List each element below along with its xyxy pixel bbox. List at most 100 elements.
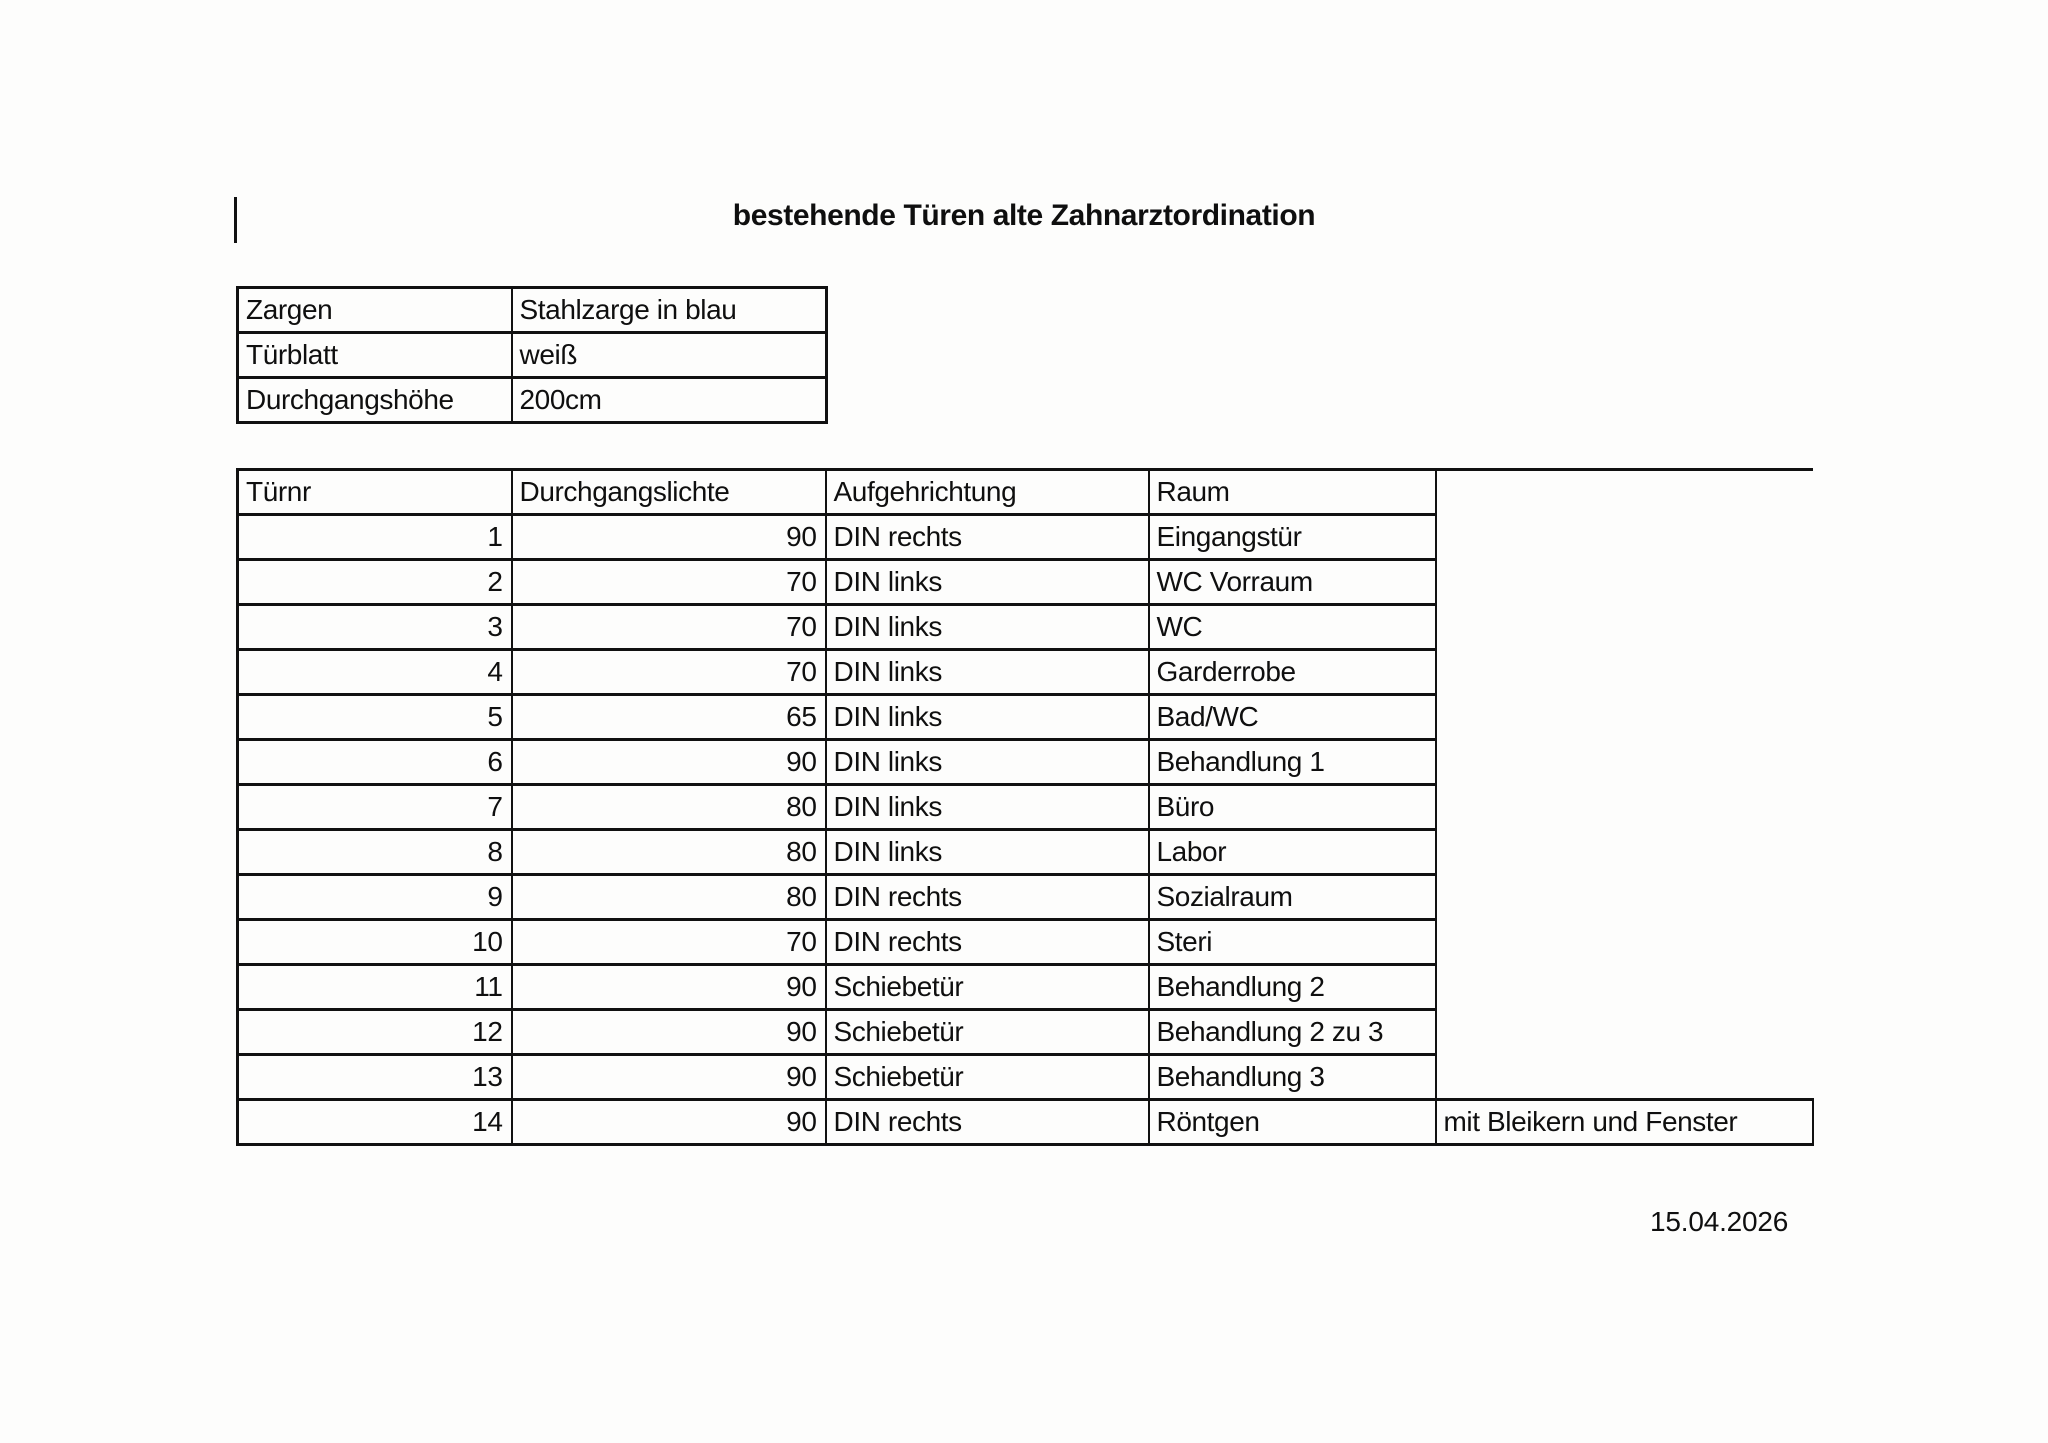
opening-direction-cell: DIN links	[824, 648, 1150, 696]
doors-table-row: 13 90 Schiebetür Behandlung 3	[236, 1053, 1813, 1101]
doors-table-row: 6 90 DIN links Behandlung 1	[236, 738, 1813, 786]
spec-value-cell: weiß	[510, 331, 828, 379]
doors-header-cell: Aufgehrichtung	[824, 468, 1150, 516]
doors-table-row: 12 90 Schiebetür Behandlung 2 zu 3	[236, 1008, 1813, 1056]
room-cell: Behandlung 2	[1147, 963, 1437, 1011]
door-number-cell: 7	[236, 783, 513, 831]
spec-label-cell: Zargen	[236, 286, 513, 334]
clearance-width-cell: 90	[510, 1053, 827, 1101]
document-date: 15.04.2026	[1650, 1206, 1789, 1237]
spacer-cell	[1436, 515, 1813, 560]
room-cell: Labor	[1147, 828, 1437, 876]
doors-table-body: 1 90 DIN rechts Eingangstür 2 70 DIN links WC V…	[236, 513, 1814, 1146]
room-cell: Behandlung 3	[1147, 1053, 1437, 1101]
spacer-cell	[1436, 695, 1813, 740]
spec-label-cell: Türblatt	[236, 331, 513, 379]
spacer-cell	[1436, 1010, 1813, 1055]
spec-value-cell: Stahlzarge in blau	[510, 286, 828, 334]
room-cell: Bad/WC	[1147, 693, 1437, 741]
clearance-width-cell: 70	[510, 558, 827, 606]
spec-value-cell: 200cm	[510, 376, 828, 424]
door-number-cell: 13	[236, 1053, 513, 1101]
spacer-cell	[1436, 470, 1813, 515]
clearance-width-cell: 90	[510, 1098, 827, 1146]
clearance-width-cell: 80	[510, 873, 827, 921]
door-number-cell: 9	[236, 873, 513, 921]
doors-table-row: 10 70 DIN rechts Steri	[236, 918, 1813, 966]
room-cell: Büro	[1147, 783, 1437, 831]
doors-table-row: 7 80 DIN links Büro	[236, 783, 1813, 831]
opening-direction-cell: DIN links	[824, 783, 1150, 831]
door-number-cell: 6	[236, 738, 513, 786]
spacer-cell	[1436, 920, 1813, 965]
doors-table-row: 9 80 DIN rechts Sozialraum	[236, 873, 1813, 921]
spacer-cell	[1436, 740, 1813, 785]
doors-table: Türnr Durchgangslichte Aufgehrichtung Raum …	[236, 468, 1814, 1146]
room-cell: WC	[1147, 603, 1437, 651]
door-number-cell: 1	[236, 513, 513, 561]
opening-direction-cell: Schiebetür	[824, 963, 1150, 1011]
opening-direction-cell: DIN links	[824, 738, 1150, 786]
opening-direction-cell: DIN links	[824, 603, 1150, 651]
room-cell: Steri	[1147, 918, 1437, 966]
spacer-cell	[1436, 650, 1813, 695]
spec-table-row: Türblatt weiß	[236, 331, 828, 379]
doors-table-row: 8 80 DIN links Labor	[236, 828, 1813, 876]
doors-table-row: 2 70 DIN links WC Vorraum	[236, 558, 1813, 606]
clearance-width-cell: 90	[510, 1008, 827, 1056]
doors-table-row: 14 90 DIN rechts Röntgen mit Bleikern und Fe…	[236, 1098, 1814, 1146]
clearance-width-cell: 70	[510, 918, 827, 966]
doors-table-row: 4 70 DIN links Garderrobe	[236, 648, 1813, 696]
spacer-cell	[1436, 785, 1813, 830]
opening-direction-cell: Schiebetür	[824, 1008, 1150, 1056]
door-number-cell: 5	[236, 693, 513, 741]
door-number-cell: 10	[236, 918, 513, 966]
clearance-width-cell: 90	[510, 963, 827, 1011]
room-cell: Garderrobe	[1147, 648, 1437, 696]
door-number-cell: 8	[236, 828, 513, 876]
clearance-width-cell: 65	[510, 693, 827, 741]
spacer-cell	[1436, 830, 1813, 875]
clearance-width-cell: 80	[510, 828, 827, 876]
spacer-cell	[1436, 965, 1813, 1010]
doors-table-header-row: Türnr Durchgangslichte Aufgehrichtung Raum	[236, 468, 1813, 516]
spacer-cell	[1436, 605, 1813, 650]
doors-header-cell: Durchgangslichte	[510, 468, 827, 516]
spacer-cell	[1436, 560, 1813, 605]
room-cell: Röntgen	[1147, 1098, 1437, 1146]
clearance-width-cell: 70	[510, 603, 827, 651]
spec-table: Zargen Stahlzarge in blau Türblatt weiß Durc…	[236, 286, 828, 424]
door-number-cell: 3	[236, 603, 513, 651]
clearance-width-cell: 90	[510, 513, 827, 561]
room-cell: Eingangstür	[1147, 513, 1437, 561]
room-cell: Behandlung 1	[1147, 738, 1437, 786]
door-number-cell: 2	[236, 558, 513, 606]
room-cell: Sozialraum	[1147, 873, 1437, 921]
opening-direction-cell: DIN links	[824, 828, 1150, 876]
opening-direction-cell: DIN rechts	[824, 918, 1150, 966]
spec-table-row: Durchgangshöhe 200cm	[236, 376, 828, 424]
clearance-width-cell: 80	[510, 783, 827, 831]
spec-table-row: Zargen Stahlzarge in blau	[236, 286, 828, 334]
text-cursor	[234, 197, 237, 243]
room-cell: Behandlung 2 zu 3	[1147, 1008, 1437, 1056]
spacer-cell	[1436, 875, 1813, 920]
opening-direction-cell: DIN links	[824, 693, 1150, 741]
note-cell: mit Bleikern und Fenster	[1434, 1098, 1814, 1146]
door-number-cell: 11	[236, 963, 513, 1011]
doors-header-cell: Türnr	[236, 468, 513, 516]
clearance-width-cell: 90	[510, 738, 827, 786]
doors-table-row: 3 70 DIN links WC	[236, 603, 1813, 651]
spec-label-cell: Durchgangshöhe	[236, 376, 513, 424]
opening-direction-cell: DIN links	[824, 558, 1150, 606]
doors-table-row: 5 65 DIN links Bad/WC	[236, 693, 1813, 741]
room-cell: WC Vorraum	[1147, 558, 1437, 606]
doors-header-cell: Raum	[1147, 468, 1437, 516]
opening-direction-cell: Schiebetür	[824, 1053, 1150, 1101]
doors-table-row: 1 90 DIN rechts Eingangstür	[236, 513, 1813, 561]
opening-direction-cell: DIN rechts	[824, 513, 1150, 561]
spec-table-body: Zargen Stahlzarge in blau Türblatt weiß Durc…	[236, 286, 828, 424]
door-number-cell: 12	[236, 1008, 513, 1056]
opening-direction-cell: DIN rechts	[824, 873, 1150, 921]
